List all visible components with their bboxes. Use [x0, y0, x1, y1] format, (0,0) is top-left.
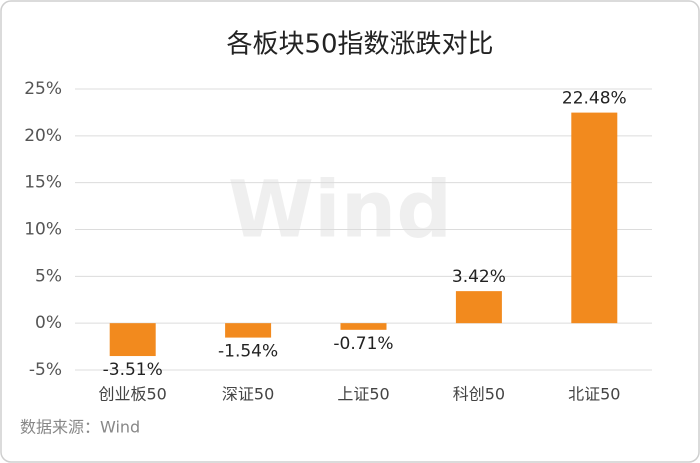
- value-label: -3.51%: [103, 360, 163, 380]
- y-tick-label: 15%: [24, 173, 62, 193]
- value-label: -1.54%: [218, 342, 278, 362]
- bar: [455, 291, 502, 324]
- y-tick-label: 0%: [35, 313, 62, 333]
- source-note: 数据来源：Wind: [20, 418, 140, 437]
- bar: [225, 323, 272, 338]
- chart-title: 各板块50指数涨跌对比: [226, 30, 493, 60]
- y-tick-label: -5%: [29, 360, 62, 380]
- y-tick-label: 25%: [24, 79, 62, 99]
- bar: [571, 112, 618, 324]
- watermark: Wind: [228, 165, 452, 255]
- bar: [109, 323, 156, 357]
- x-tick-label: 科创50: [453, 385, 505, 404]
- bar: [340, 323, 387, 330]
- y-tick-label: 20%: [24, 126, 62, 146]
- y-tick-label: 5%: [35, 266, 62, 286]
- value-label: -0.71%: [333, 334, 393, 354]
- x-tick-label: 创业板50: [99, 385, 167, 404]
- y-tick-label: 10%: [24, 220, 62, 240]
- x-tick-label: 北证50: [568, 385, 620, 404]
- x-tick-label: 上证50: [337, 385, 389, 404]
- value-label: 22.48%: [562, 89, 627, 109]
- x-tick-label: 深证50: [222, 385, 274, 404]
- value-label: 3.42%: [452, 267, 506, 287]
